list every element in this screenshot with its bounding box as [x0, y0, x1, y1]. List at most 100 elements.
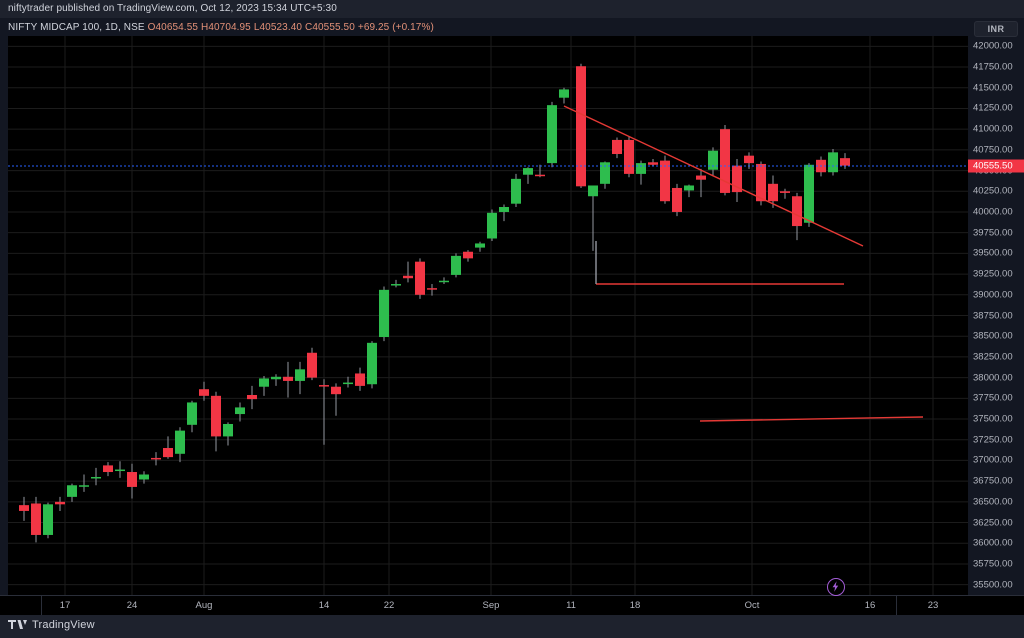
candle-body	[523, 168, 533, 175]
candle	[672, 183, 682, 217]
candle-body	[559, 89, 569, 98]
publish-attribution: niftytrader published on TradingView.com…	[8, 3, 337, 14]
chart-legend[interactable]: NIFTY MIDCAP 100, 1D, NSE O40654.55 H40704…	[8, 22, 434, 33]
time-axis[interactable]: 17 24 Aug 14 22 Sep 11 18 Oct 16 23	[0, 595, 1024, 616]
candle-body	[535, 174, 545, 177]
time-tick: 11	[566, 600, 576, 611]
chart-plot-area[interactable]	[8, 36, 968, 595]
candle-body	[744, 155, 754, 164]
candle	[475, 241, 485, 252]
candle	[624, 136, 634, 178]
candle-body	[828, 152, 838, 173]
header-bar: niftytrader published on TradingView.com…	[0, 0, 1024, 18]
candle-body	[487, 212, 497, 239]
current-price-badge: 40555.50	[968, 159, 1024, 173]
candle-body	[547, 105, 557, 164]
price-tick: 39000.00	[973, 289, 1013, 301]
candle-body	[187, 402, 197, 425]
candle	[792, 192, 802, 241]
bottom-bar: TradingView	[0, 615, 1024, 638]
candle	[259, 375, 269, 396]
candle-body	[163, 448, 173, 458]
candle-body	[427, 288, 437, 290]
candle-body	[391, 284, 401, 286]
candle	[840, 153, 850, 169]
price-tick: 39750.00	[973, 227, 1013, 239]
time-axis-separator	[41, 596, 42, 616]
time-tick: 16	[864, 600, 876, 611]
candle-body	[612, 139, 622, 155]
candle	[499, 204, 509, 222]
candle-body	[463, 251, 473, 259]
price-tick: 37500.00	[973, 413, 1013, 425]
candle-body	[684, 185, 694, 191]
price-tick: 41750.00	[973, 61, 1013, 73]
currency-button[interactable]: INR	[974, 21, 1018, 37]
price-axis[interactable]: INR 42000.00 41750.00 41500.00 41250.00 4100…	[968, 18, 1024, 595]
candle	[67, 483, 77, 502]
candle	[235, 402, 245, 422]
legend-open: O40654.55	[147, 22, 199, 33]
candle	[415, 258, 425, 299]
candle	[463, 250, 473, 262]
time-tick: Aug	[195, 600, 213, 611]
candle	[451, 253, 461, 278]
candle-body	[768, 183, 778, 202]
candle	[199, 381, 209, 401]
price-tick: 35750.00	[973, 558, 1013, 570]
lightning-badge-icon[interactable]	[827, 578, 845, 596]
candle	[151, 452, 161, 466]
candle-body	[499, 207, 509, 212]
candle-body	[379, 289, 389, 338]
candle	[768, 175, 778, 208]
time-tick: 14	[318, 600, 330, 611]
candle-body	[576, 66, 586, 187]
candle-body	[511, 178, 521, 204]
price-tick: 37750.00	[973, 392, 1013, 404]
candle	[720, 125, 730, 196]
candle	[139, 471, 149, 484]
drawing-descending-resistance[interactable]	[563, 105, 864, 247]
candle-body	[696, 175, 706, 180]
candle-body	[139, 474, 149, 480]
legend-symbol[interactable]: NIFTY MIDCAP 100, 1D, NSE	[8, 22, 145, 33]
candle	[487, 209, 497, 241]
candle-body	[648, 162, 658, 165]
price-tick: 37000.00	[973, 454, 1013, 466]
candle	[283, 361, 293, 398]
candle-body	[67, 485, 77, 497]
candle	[732, 158, 742, 203]
candle-body	[19, 505, 29, 511]
candle	[211, 391, 221, 452]
candle	[403, 261, 413, 283]
tradingview-logo[interactable]: TradingView	[8, 619, 95, 631]
candle	[684, 184, 694, 198]
candle	[55, 496, 65, 511]
time-tick: 22	[383, 600, 395, 611]
price-tick: 36000.00	[973, 537, 1013, 549]
candle-body	[451, 255, 461, 275]
price-tick: 41500.00	[973, 82, 1013, 94]
candle	[780, 188, 790, 199]
candle	[391, 279, 401, 288]
candle-body	[115, 469, 125, 472]
candle	[103, 462, 113, 477]
candle	[319, 379, 329, 445]
candle	[588, 185, 598, 251]
candle-body	[91, 476, 101, 479]
candle	[163, 436, 173, 459]
candle-body	[235, 407, 245, 415]
drawing-lower-support-line[interactable]	[699, 416, 924, 422]
candle	[828, 149, 838, 176]
legend-high: H40704.95	[201, 22, 251, 33]
candle-body	[259, 378, 269, 387]
price-tick: 41250.00	[973, 102, 1013, 114]
candle	[696, 168, 706, 198]
candle	[535, 164, 545, 178]
candle-body	[151, 457, 161, 460]
candle-body	[223, 423, 233, 437]
candle	[331, 383, 341, 416]
candle	[559, 87, 569, 104]
candle-body	[660, 160, 670, 202]
